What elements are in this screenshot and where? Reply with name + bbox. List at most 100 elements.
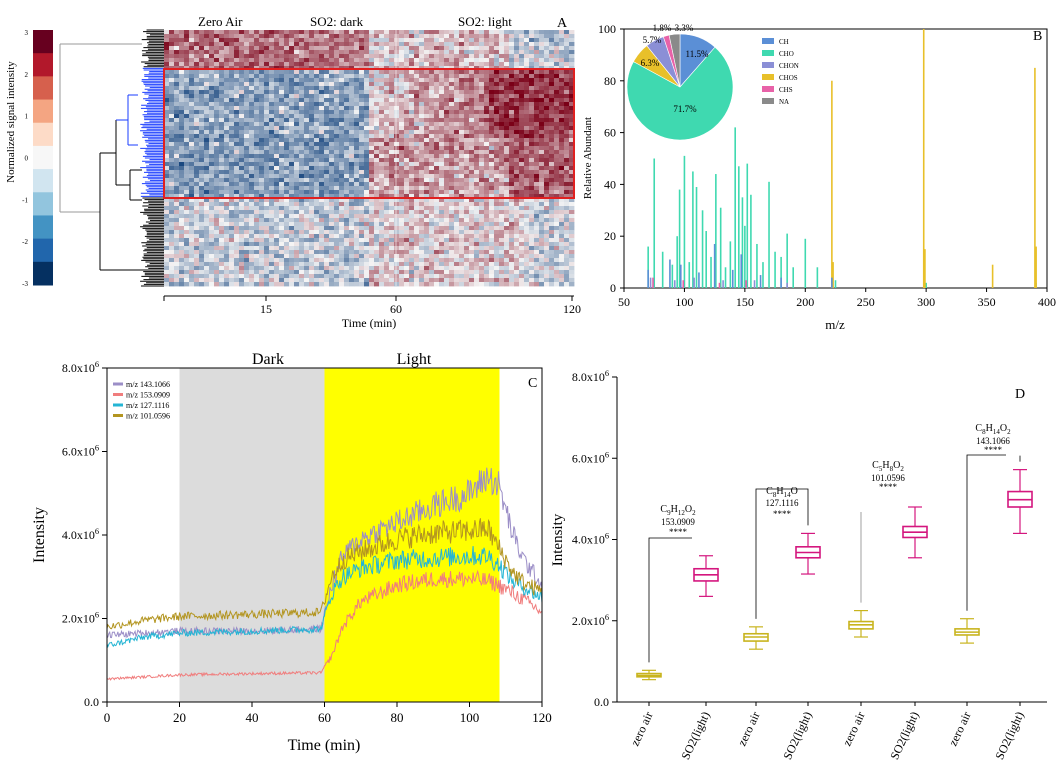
heatmap-cell	[479, 102, 485, 107]
heatmap-cell	[369, 182, 375, 187]
heatmap-cell	[234, 214, 240, 219]
heatmap-cell	[349, 70, 355, 75]
heatmap-cell	[529, 82, 535, 87]
heatmap-cell	[204, 78, 210, 83]
heatmap-cell	[364, 34, 370, 39]
heatmap-cell	[534, 50, 540, 55]
heatmap-cell	[544, 230, 550, 235]
heatmap-cell	[504, 150, 510, 155]
heatmap-cell	[229, 146, 235, 151]
heatmap-cell	[499, 226, 505, 231]
heatmap-cell	[314, 142, 320, 147]
heatmap-cell	[349, 250, 355, 255]
heatmap-cell	[319, 46, 325, 51]
heatmap-cell	[304, 154, 310, 159]
heatmap-cell	[329, 82, 335, 87]
heatmap-cell	[219, 214, 225, 219]
heatmap-cell	[254, 190, 260, 195]
heatmap-cell	[534, 246, 540, 251]
heatmap-cell	[449, 42, 455, 47]
heatmap-cell	[164, 230, 170, 235]
heatmap-cell	[194, 74, 200, 79]
heatmap-cell	[264, 58, 270, 63]
heatmap-cell	[344, 194, 350, 199]
heatmap-cell	[399, 30, 405, 35]
heatmap-cell	[559, 194, 565, 199]
heatmap-cell	[204, 206, 210, 211]
heatmap-cell	[329, 30, 335, 35]
heatmap-cell	[219, 194, 225, 199]
heatmap-cell	[274, 214, 280, 219]
heatmap-cell	[219, 138, 225, 143]
heatmap-cell	[384, 126, 390, 131]
heatmap-cell	[569, 86, 575, 91]
heatmap-cell	[169, 182, 175, 187]
heatmap-cell	[549, 78, 555, 83]
heatmap-cell	[319, 202, 325, 207]
heatmap-cell	[379, 110, 385, 115]
heatmap-cell	[184, 210, 190, 215]
heatmap-cell	[454, 138, 460, 143]
heatmap-cell	[224, 254, 230, 259]
heatmap-cell	[424, 230, 430, 235]
heatmap-cell	[444, 70, 450, 75]
heatmap-cell	[254, 58, 260, 63]
heatmap-cell	[194, 210, 200, 215]
heatmap-cell	[359, 50, 365, 55]
heatmap-cell	[294, 154, 300, 159]
heatmap-cell	[264, 206, 270, 211]
heatmap-cell	[189, 58, 195, 63]
heatmap-cell	[469, 154, 475, 159]
heatmap-cell	[514, 226, 520, 231]
heatmap-cell	[379, 174, 385, 179]
heatmap-cell	[449, 194, 455, 199]
heatmap-cell	[569, 178, 575, 183]
heatmap-cell	[449, 174, 455, 179]
heatmap-cell	[344, 134, 350, 139]
heatmap-cell	[474, 246, 480, 251]
heatmap-cell	[184, 42, 190, 47]
heatmap-cell	[444, 74, 450, 79]
heatmap-cell	[529, 134, 535, 139]
heatmap-cell	[554, 50, 560, 55]
heatmap-cell	[249, 50, 255, 55]
heatmap-cell	[424, 142, 430, 147]
heatmap-cell	[344, 150, 350, 155]
heatmap-cell	[399, 98, 405, 103]
heatmap-cell	[549, 230, 555, 235]
heatmap-cell	[179, 178, 185, 183]
heatmap-cell	[329, 178, 335, 183]
heatmap-cell	[504, 94, 510, 99]
heatmap-cell	[274, 154, 280, 159]
heatmap-cell	[239, 134, 245, 139]
heatmap-cell	[494, 134, 500, 139]
heatmap-cell	[439, 250, 445, 255]
heatmap-cell	[454, 174, 460, 179]
heatmap-cell	[569, 250, 575, 255]
heatmap-cell	[254, 254, 260, 259]
heatmap-cell	[379, 182, 385, 187]
heatmap-cell	[214, 62, 220, 67]
heatmap-cell	[354, 154, 360, 159]
heatmap-cell	[174, 178, 180, 183]
heatmap-cell	[369, 246, 375, 251]
heatmap-cell	[439, 238, 445, 243]
heatmap-cell	[319, 254, 325, 259]
heatmap-cell	[484, 146, 490, 151]
heatmap-cell	[204, 218, 210, 223]
heatmap-cell	[529, 246, 535, 251]
heatmap-cell	[469, 138, 475, 143]
heatmap-cell	[454, 94, 460, 99]
heatmap-cell	[569, 238, 575, 243]
heatmap-cell	[374, 206, 380, 211]
heatmap-cell	[319, 138, 325, 143]
heatmap-cell	[359, 86, 365, 91]
heatmap-cell	[454, 254, 460, 259]
heatmap-cell	[514, 206, 520, 211]
heatmap-cell	[539, 42, 545, 47]
heatmap-cell	[339, 226, 345, 231]
heatmap-cell	[564, 146, 570, 151]
heatmap-cell	[244, 142, 250, 147]
heatmap-cell	[394, 190, 400, 195]
heatmap-cell	[184, 258, 190, 263]
